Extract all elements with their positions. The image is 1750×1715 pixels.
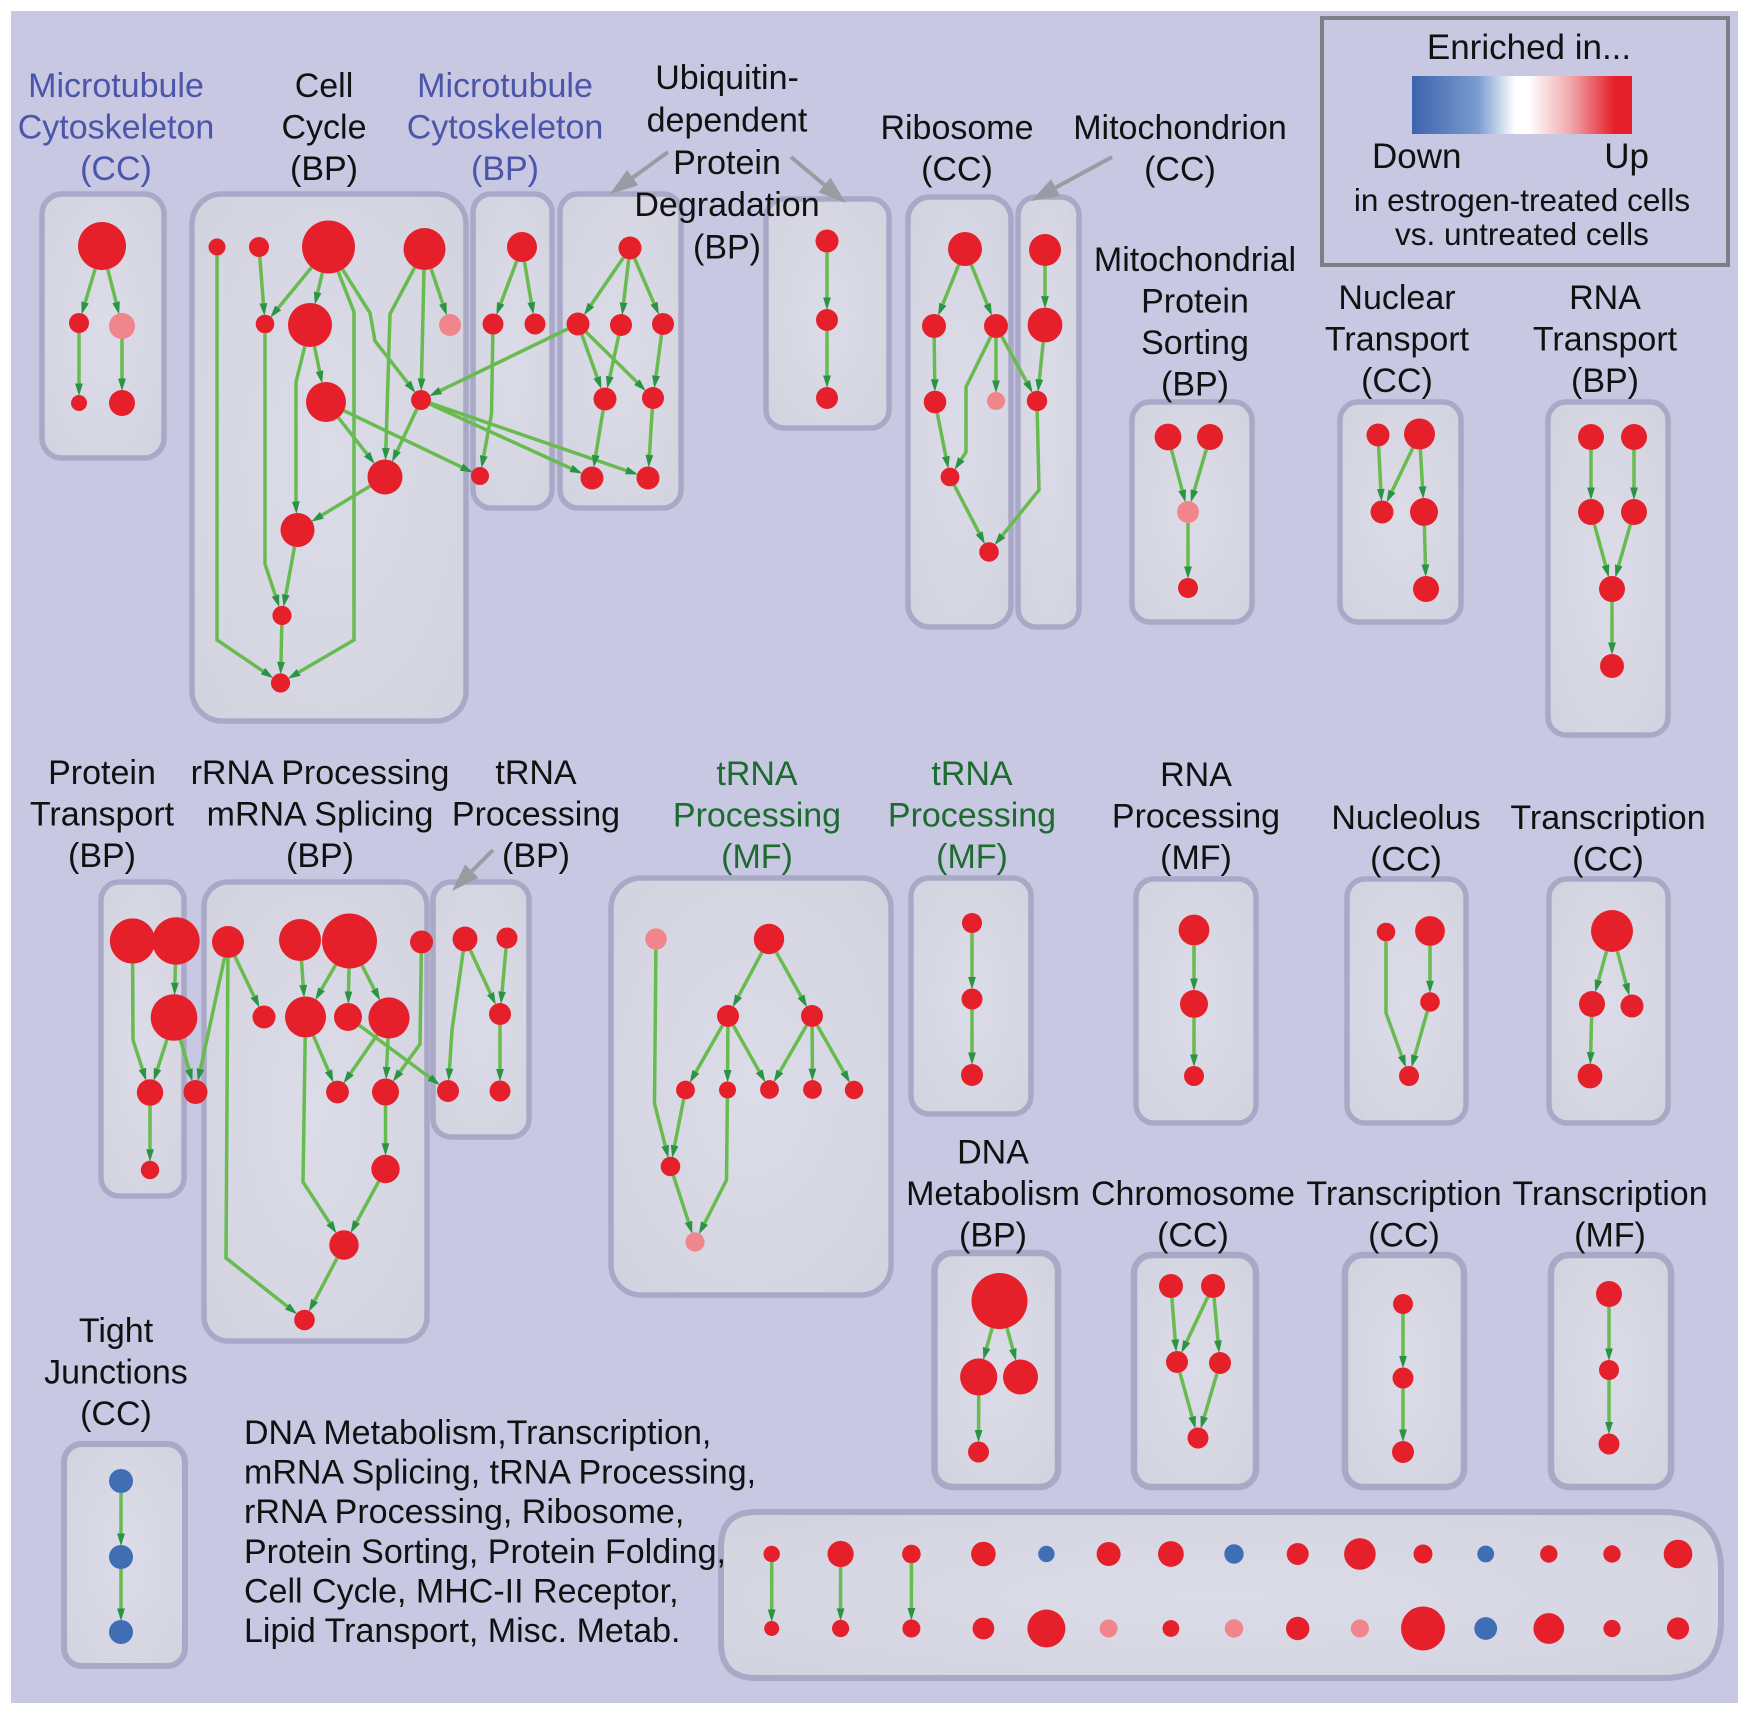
svg-text:Sorting: Sorting (1141, 324, 1249, 362)
svg-text:Protein Sorting, Protein Foldi: Protein Sorting, Protein Folding, (244, 1533, 726, 1571)
svg-text:(MF): (MF) (1160, 839, 1232, 877)
svg-text:Cycle: Cycle (281, 109, 366, 147)
svg-text:Down: Down (1372, 137, 1461, 176)
svg-text:Cell: Cell (295, 67, 354, 105)
svg-text:(CC): (CC) (80, 1395, 152, 1433)
svg-text:(CC): (CC) (1370, 841, 1442, 879)
svg-text:(CC): (CC) (1144, 151, 1216, 189)
svg-text:Transcription: Transcription (1510, 799, 1705, 837)
svg-text:Ubiquitin-: Ubiquitin- (655, 59, 799, 97)
svg-text:Processing: Processing (452, 796, 620, 834)
svg-text:tRNA: tRNA (716, 755, 798, 793)
svg-text:(BP): (BP) (693, 229, 761, 267)
svg-text:Enriched in...: Enriched in... (1427, 28, 1631, 67)
svg-text:Degradation: Degradation (634, 186, 819, 224)
svg-text:Up: Up (1604, 137, 1649, 176)
svg-text:Microtubule: Microtubule (417, 67, 593, 105)
svg-text:Microtubule: Microtubule (28, 67, 204, 105)
svg-text:(MF): (MF) (721, 838, 793, 876)
svg-text:Nuclear: Nuclear (1338, 279, 1455, 317)
svg-text:(CC): (CC) (921, 151, 993, 189)
svg-text:Transport: Transport (30, 796, 175, 834)
svg-text:Junctions: Junctions (44, 1354, 188, 1392)
svg-text:(BP): (BP) (959, 1217, 1027, 1255)
svg-text:Transcription: Transcription (1306, 1175, 1501, 1213)
svg-text:Nucleolus: Nucleolus (1331, 799, 1480, 837)
svg-text:(BP): (BP) (68, 837, 136, 875)
svg-text:in estrogen-treated cells: in estrogen-treated cells (1354, 182, 1690, 218)
svg-text:Transport: Transport (1533, 321, 1678, 359)
svg-text:tRNA: tRNA (931, 755, 1013, 793)
svg-text:dependent: dependent (647, 101, 808, 139)
svg-text:RNA: RNA (1569, 279, 1641, 317)
svg-text:Transcription: Transcription (1512, 1175, 1707, 1213)
svg-text:(CC): (CC) (1361, 362, 1433, 400)
svg-text:(BP): (BP) (1161, 366, 1229, 404)
svg-text:Chromosome: Chromosome (1091, 1175, 1295, 1213)
svg-text:rRNA Processing: rRNA Processing (191, 754, 450, 792)
svg-text:Metabolism: Metabolism (906, 1175, 1080, 1213)
svg-text:(CC): (CC) (1368, 1217, 1440, 1255)
svg-text:Lipid Transport, Misc. Metab.: Lipid Transport, Misc. Metab. (244, 1612, 681, 1650)
svg-text:(BP): (BP) (286, 837, 354, 875)
svg-text:Cell Cycle, MHC-II Receptor,: Cell Cycle, MHC-II Receptor, (244, 1572, 679, 1610)
svg-text:tRNA: tRNA (495, 754, 577, 792)
svg-text:(BP): (BP) (1571, 362, 1639, 400)
svg-text:Cytoskeleton: Cytoskeleton (407, 109, 604, 147)
svg-text:(CC): (CC) (1157, 1217, 1229, 1255)
svg-text:(BP): (BP) (502, 837, 570, 875)
svg-text:Tight: Tight (79, 1312, 154, 1350)
svg-text:vs. untreated cells: vs. untreated cells (1395, 216, 1649, 252)
svg-text:Protein: Protein (1141, 283, 1249, 321)
svg-text:mRNA Splicing: mRNA Splicing (207, 796, 434, 834)
svg-text:(BP): (BP) (471, 150, 539, 188)
svg-text:Protein: Protein (48, 754, 156, 792)
svg-text:(MF): (MF) (936, 838, 1008, 876)
svg-text:Protein: Protein (673, 144, 781, 182)
svg-text:(BP): (BP) (290, 150, 358, 188)
svg-text:Transport: Transport (1325, 321, 1470, 359)
svg-text:Cytoskeleton: Cytoskeleton (18, 109, 215, 147)
svg-text:DNA Metabolism,Transcription,: DNA Metabolism,Transcription, (244, 1414, 711, 1452)
svg-text:Mitochondrion: Mitochondrion (1073, 109, 1287, 147)
svg-text:DNA: DNA (957, 1134, 1029, 1172)
svg-text:Processing: Processing (673, 797, 841, 835)
svg-text:rRNA Processing, Ribosome,: rRNA Processing, Ribosome, (244, 1493, 684, 1531)
svg-text:(CC): (CC) (80, 150, 152, 188)
svg-text:mRNA Splicing, tRNA Processing: mRNA Splicing, tRNA Processing, (244, 1454, 756, 1492)
svg-text:(CC): (CC) (1572, 841, 1644, 879)
svg-text:Mitochondrial: Mitochondrial (1094, 241, 1296, 279)
svg-text:(MF): (MF) (1574, 1217, 1646, 1255)
svg-text:Processing: Processing (888, 797, 1056, 835)
svg-text:RNA: RNA (1160, 756, 1232, 794)
svg-text:Processing: Processing (1112, 798, 1280, 836)
svg-text:Ribosome: Ribosome (880, 109, 1033, 147)
